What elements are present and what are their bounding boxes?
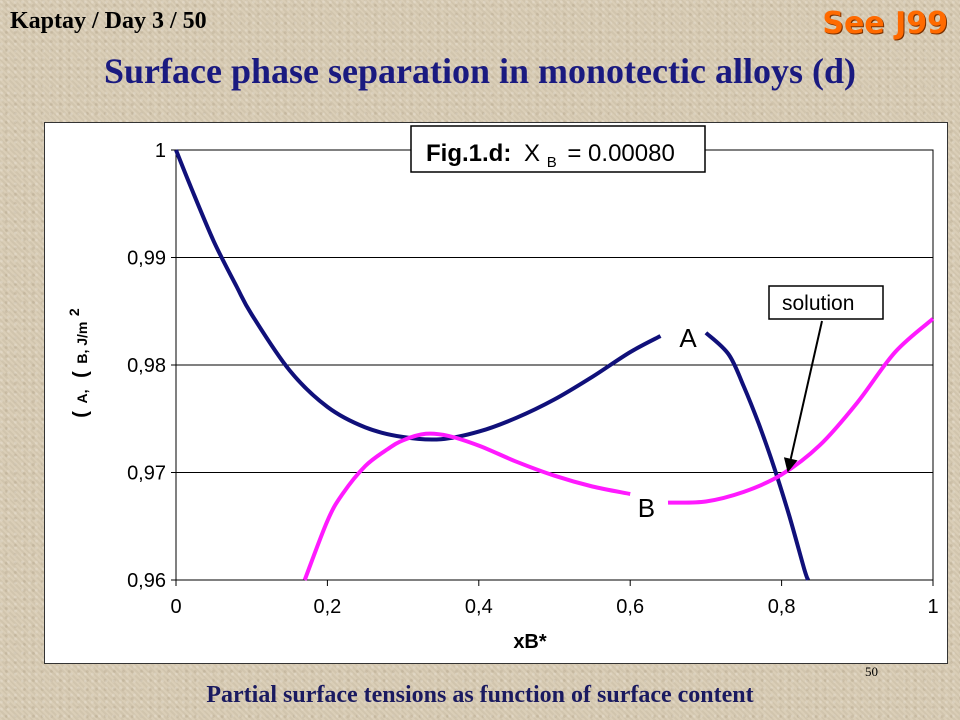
solution-arrow-head [783, 457, 798, 473]
figure-label-subscript: B [547, 154, 557, 171]
y-axis-label-a: A, [74, 389, 90, 403]
series-label-B: B [638, 493, 655, 523]
chart-panel: 0,96 0,97 0,98 0,99 1 0 0,2 0,4 0,6 0,8 1 Fig.1.d… [44, 122, 948, 664]
y-axis-label-sup: 2 [66, 308, 82, 316]
y-tick-label: 1 [155, 140, 166, 162]
slide-title: Surface phase separation in monotectic a… [104, 51, 856, 91]
x-tick-label: 0 [170, 596, 181, 618]
series-label-A: A [679, 323, 697, 353]
x-tick-label: 0,8 [768, 596, 796, 618]
series-lines [174, 149, 935, 581]
series-line-B-3 [667, 317, 935, 505]
x-tick-label: 0,2 [313, 596, 341, 618]
y-tick-label: 0,99 [127, 248, 166, 270]
figure-label-box [410, 125, 706, 173]
slide-caption: Partial surface tensions as function of … [206, 682, 754, 708]
solution-callout-text: solution [782, 292, 854, 315]
figure-label-prefix: Fig.1.d: [426, 140, 511, 167]
y-axis-label-b: B, J/m [74, 322, 90, 364]
chart-svg: 0,96 0,97 0,98 0,99 1 0 0,2 0,4 0,6 0,8 1 Fig.1.d… [66, 125, 939, 653]
y-tick-label: 0,98 [127, 355, 166, 377]
solution-callout-box [768, 285, 884, 320]
page-number: 50 [865, 664, 878, 679]
slide-header-left: Kaptay / Day 3 / 50 [10, 8, 207, 34]
x-tick-label: 0,6 [616, 596, 644, 618]
y-tick-label: 0,97 [127, 463, 166, 485]
y-axis-symbol-b: ( [70, 371, 92, 378]
series-line-A-0 [174, 149, 662, 442]
x-axis-label: xB* [513, 631, 547, 653]
y-axis-symbol-a: ( [70, 411, 92, 418]
figure-label: Fig.1.d: X B = 0.00080 [426, 140, 675, 173]
y-tick-labels: 0,96 0,97 0,98 0,99 1 [127, 140, 166, 592]
series-line-A-1 [704, 331, 810, 581]
x-tick-label: 1 [927, 596, 938, 618]
solution-arrow-shaft [789, 320, 823, 460]
figure-label-symbol: X [524, 140, 540, 167]
series-line-B-2 [302, 431, 631, 581]
x-tick-labels: 0 0,2 0,4 0,6 0,8 1 [170, 580, 939, 618]
figure-label-value: = 0.00080 [567, 140, 674, 167]
y-tick-label: 0,96 [127, 570, 166, 592]
solution-arrow [783, 320, 823, 473]
y-axis-label: ( A, ( B, J/m 2 [66, 308, 92, 418]
see-reference-link[interactable]: See J99 [822, 6, 948, 41]
x-tick-label: 0,4 [465, 596, 493, 618]
